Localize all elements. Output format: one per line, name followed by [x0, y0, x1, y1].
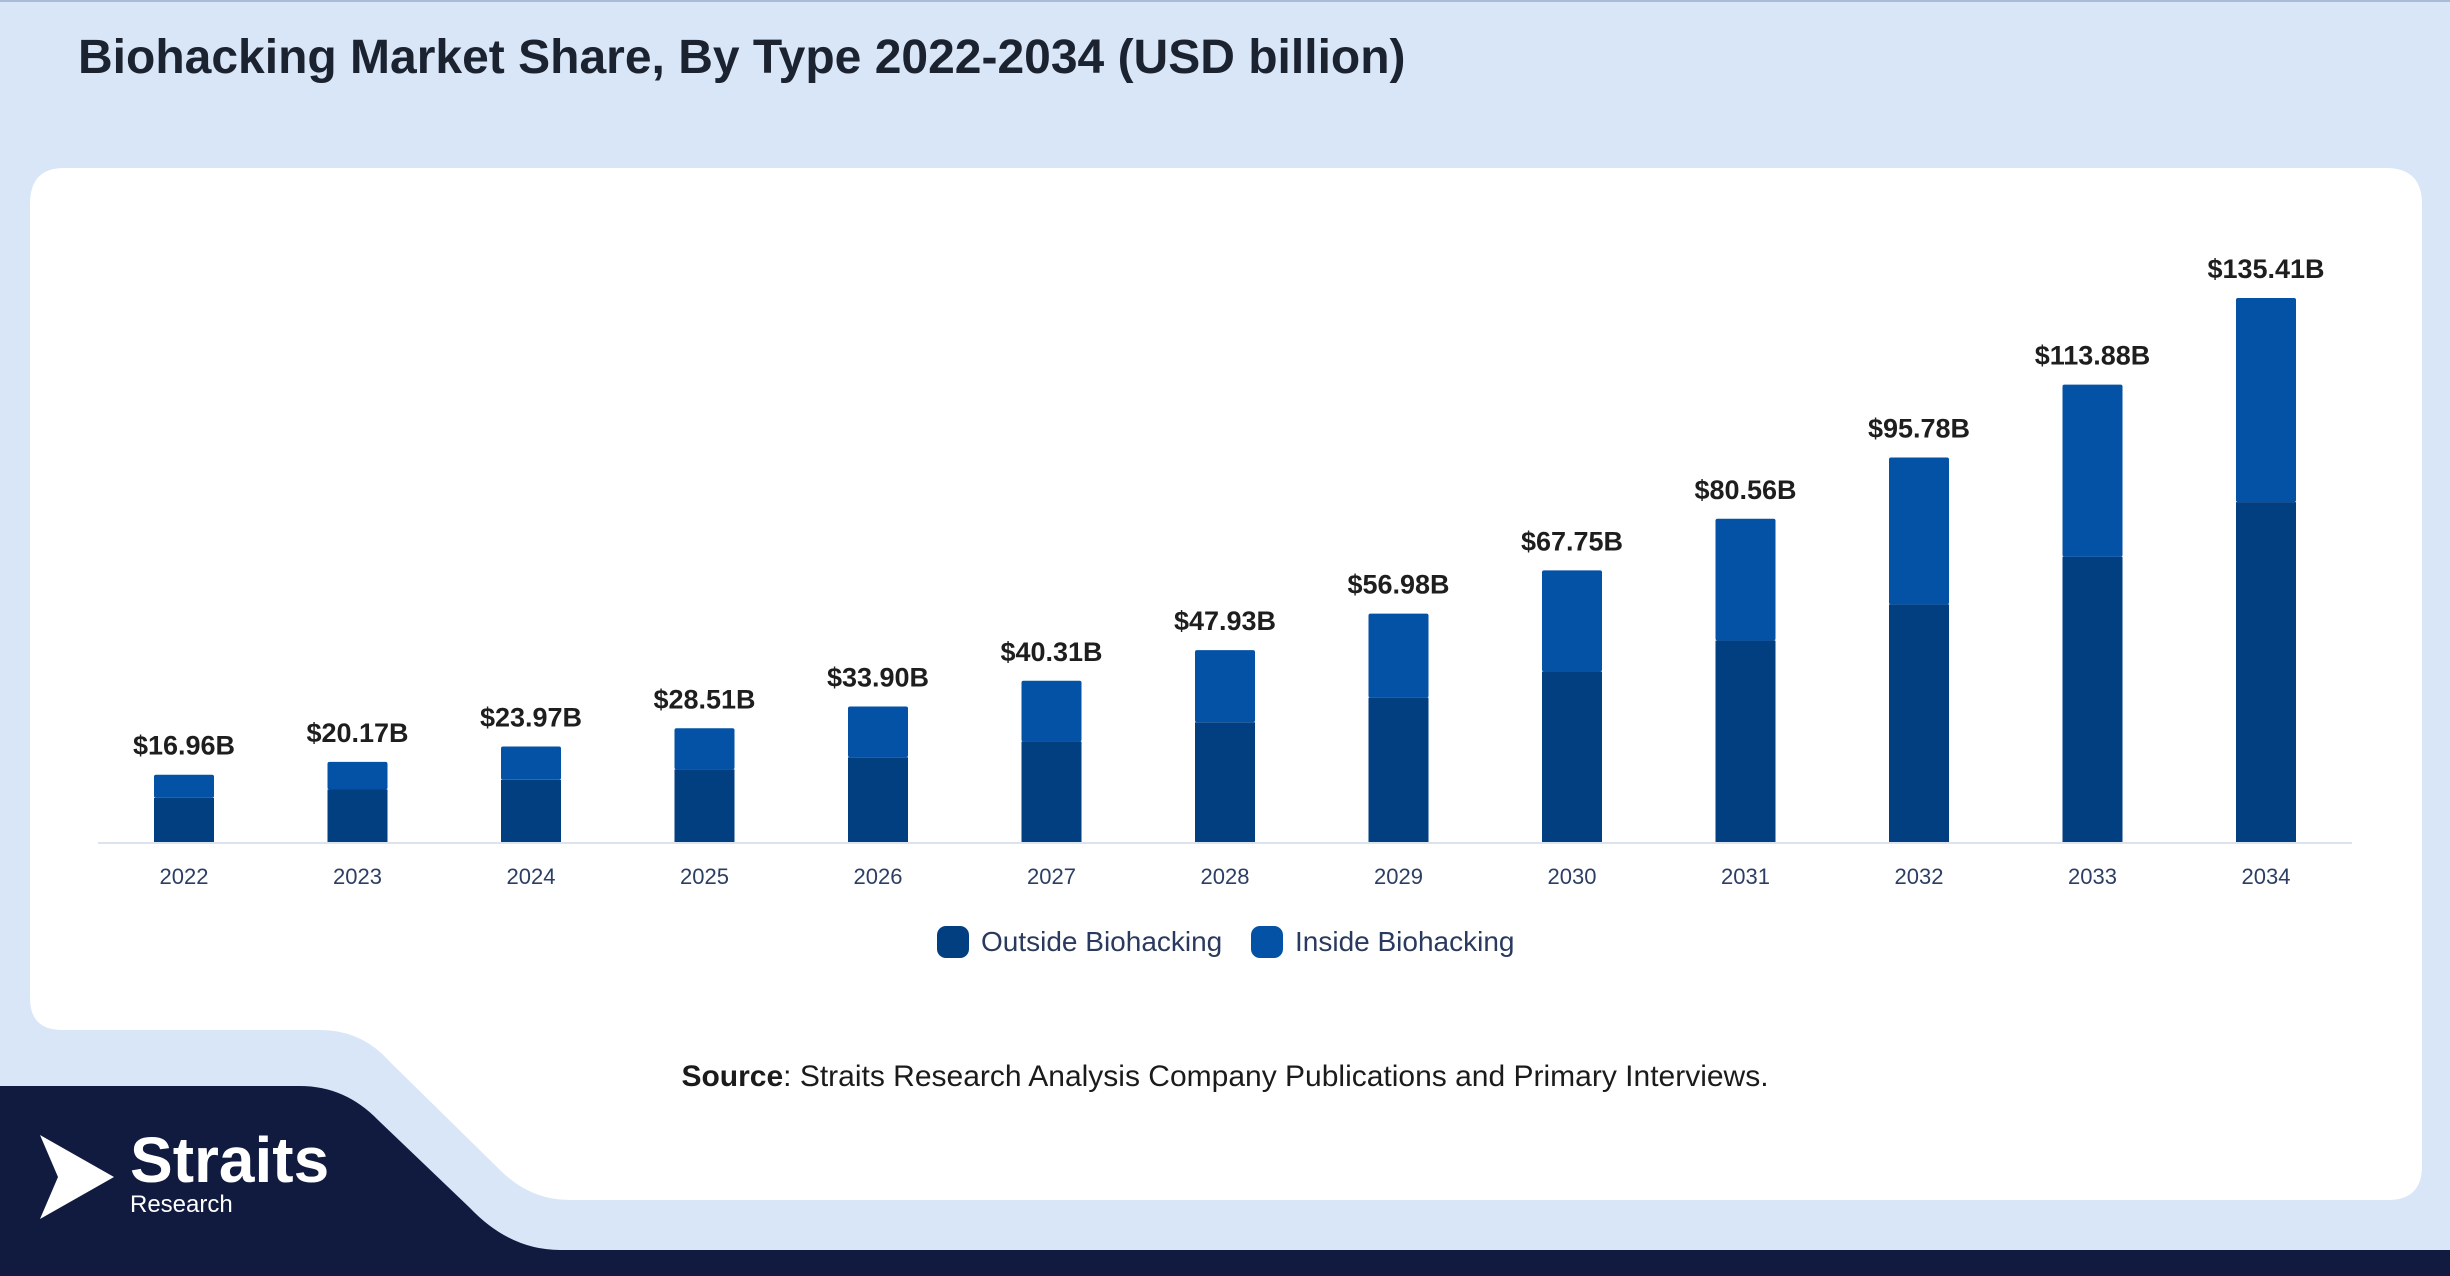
- x-tick-label-2030: 2030: [1548, 864, 1597, 889]
- total-label-2033: $113.88B: [2035, 341, 2151, 371]
- bar-outside-2026: [848, 757, 908, 843]
- total-label-2026: $33.90B: [827, 663, 929, 693]
- x-tick-label-2031: 2031: [1721, 864, 1770, 889]
- total-label-2031: $80.56B: [1694, 475, 1796, 505]
- total-label-2028: $47.93B: [1174, 606, 1276, 636]
- bar-outside-2028: [1195, 722, 1255, 843]
- total-value-labels: $16.96B $20.17B $23.97B $28.51B $33.90B $40.3…: [133, 254, 2325, 761]
- bar-inside-2029: [1368, 613, 1429, 698]
- total-label-2023: $20.17B: [306, 718, 408, 748]
- arrow-chevron-logo-icon: [40, 1135, 114, 1219]
- source-note: Source: Straits Research Analysis Compan…: [0, 1060, 2450, 1094]
- bar-inside-2026: [848, 706, 908, 758]
- total-label-2034: $135.41B: [2207, 254, 2324, 284]
- bar-inside-2030: [1542, 570, 1602, 672]
- x-tick-label-2033: 2033: [2068, 864, 2117, 889]
- legend-swatch-outside: [937, 926, 969, 958]
- x-tick-label-2022: 2022: [160, 864, 209, 889]
- bar-outside-2034: [2236, 502, 2296, 843]
- bars-group: [154, 298, 2296, 843]
- footer-band: [0, 1086, 2450, 1276]
- total-label-2032: $95.78B: [1868, 414, 1970, 444]
- bar-outside-2024: [501, 779, 561, 843]
- x-tick-labels: 2022 2023 2024 2025 2026 2027 2028 2029 2030 2031…: [160, 864, 2291, 889]
- legend: Outside Biohacking Inside Biohacking: [937, 926, 1514, 958]
- bar-outside-2033: [2062, 556, 2123, 843]
- bar-outside-2025: [674, 769, 735, 843]
- x-tick-label-2029: 2029: [1374, 864, 1423, 889]
- bar-inside-2023: [327, 761, 388, 790]
- bar-inside-2033: [2062, 384, 2123, 557]
- x-tick-label-2027: 2027: [1027, 864, 1076, 889]
- total-label-2024: $23.97B: [480, 703, 582, 733]
- legend-label-inside: Inside Biohacking: [1295, 926, 1514, 957]
- x-tick-label-2024: 2024: [507, 864, 556, 889]
- total-label-2022: $16.96B: [133, 731, 235, 761]
- bar-inside-2027: [1021, 680, 1082, 742]
- source-label: Source: [681, 1060, 784, 1093]
- page-title: Biohacking Market Share, By Type 2022-20…: [78, 31, 1406, 84]
- brand-name: Straits: [130, 1124, 330, 1196]
- total-label-2029: $56.98B: [1347, 570, 1449, 600]
- bar-outside-2022: [154, 797, 214, 843]
- bar-inside-2031: [1715, 518, 1776, 641]
- total-label-2027: $40.31B: [1000, 637, 1102, 667]
- bar-inside-2022: [154, 774, 214, 798]
- bar-inside-2024: [501, 746, 561, 780]
- brand-subtitle: Research: [130, 1191, 233, 1218]
- legend-swatch-inside: [1251, 926, 1283, 958]
- x-tick-label-2034: 2034: [2242, 864, 2291, 889]
- total-label-2025: $28.51B: [653, 684, 755, 714]
- bar-inside-2028: [1195, 650, 1255, 723]
- source-text: : Straits Research Analysis Company Publ…: [783, 1060, 1769, 1093]
- x-tick-label-2028: 2028: [1201, 864, 1250, 889]
- bar-inside-2034: [2236, 298, 2296, 503]
- bar-outside-2027: [1021, 741, 1082, 843]
- bar-inside-2025: [674, 728, 735, 770]
- total-label-2030: $67.75B: [1521, 526, 1623, 556]
- x-tick-label-2026: 2026: [854, 864, 903, 889]
- bar-outside-2029: [1368, 697, 1429, 843]
- bar-outside-2030: [1542, 671, 1602, 843]
- bar-inside-2032: [1889, 457, 1949, 605]
- x-tick-label-2025: 2025: [680, 864, 729, 889]
- x-tick-label-2023: 2023: [333, 864, 382, 889]
- bar-outside-2032: [1889, 604, 1949, 843]
- top-border: [0, 0, 2450, 2]
- legend-label-outside: Outside Biohacking: [981, 926, 1222, 957]
- bar-outside-2023: [327, 789, 388, 843]
- bar-outside-2031: [1715, 640, 1776, 843]
- x-tick-label-2032: 2032: [1895, 864, 1944, 889]
